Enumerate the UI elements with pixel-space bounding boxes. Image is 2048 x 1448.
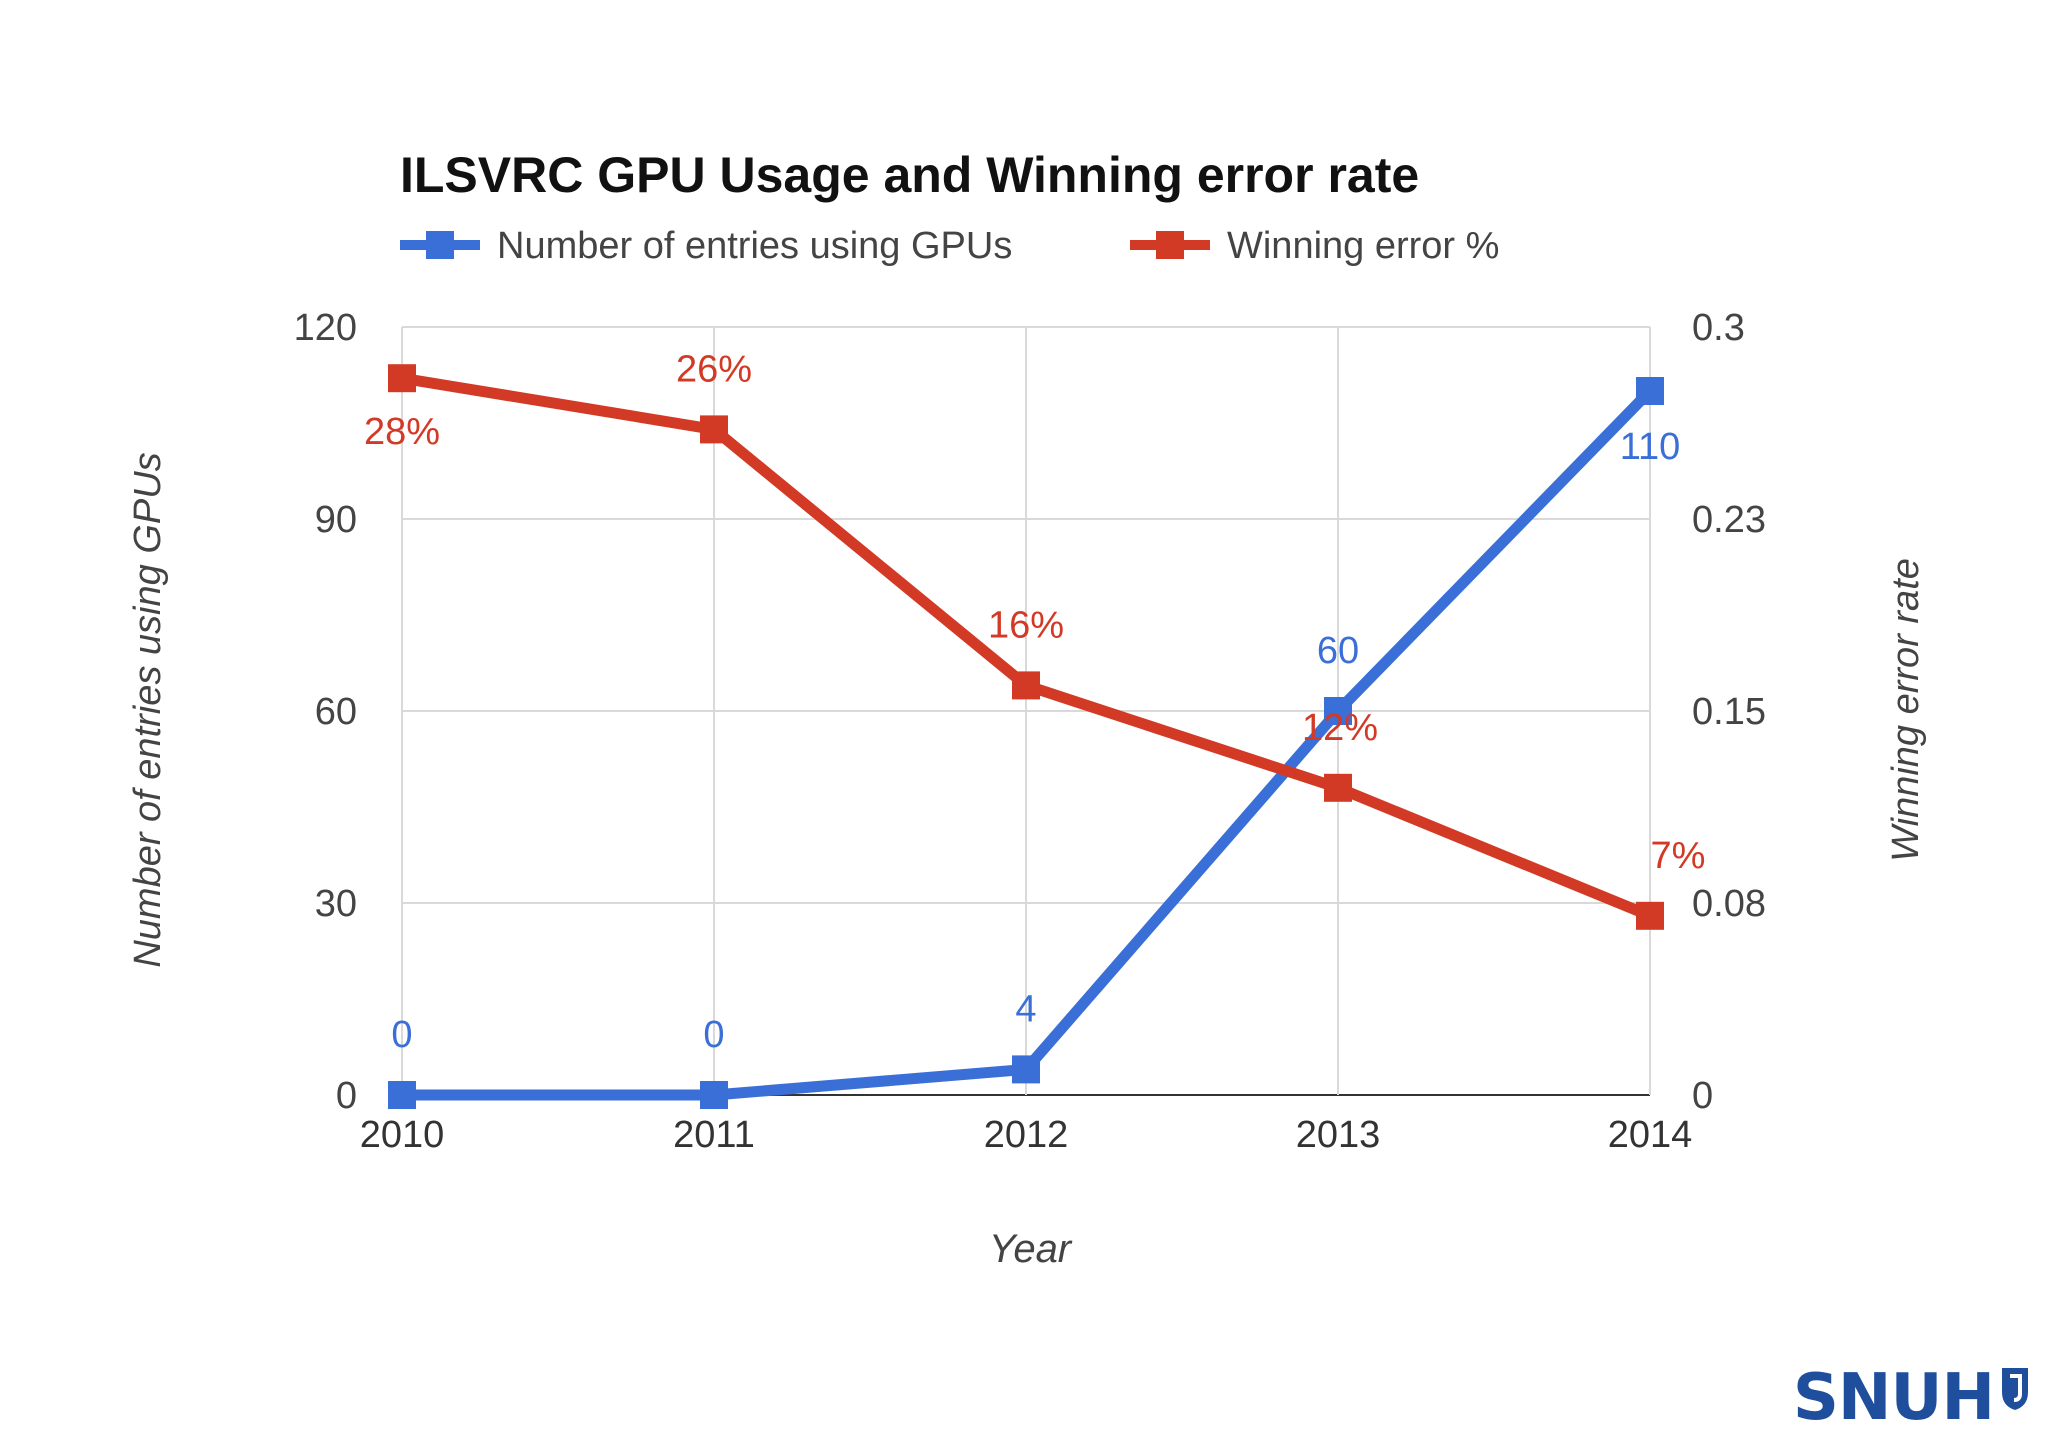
left-axis-tick-label: 90 [315, 499, 357, 541]
data-point-gpu [1636, 377, 1664, 405]
gridlines [401, 326, 1651, 1096]
x-axis-tick-label: 2013 [1296, 1114, 1381, 1156]
logo-text: SNUH [1792, 1361, 1995, 1435]
logo-shield-icon [2002, 1368, 2028, 1410]
right-axis-tick-label: 0.08 [1692, 883, 1766, 925]
left-axis-tick-label: 30 [315, 883, 357, 925]
data-point-error [1012, 671, 1040, 700]
legend: Number of entries using GPUs Winning err… [400, 225, 1499, 267]
left-axis-tick-label: 0 [336, 1075, 357, 1117]
data-label-error: 28% [364, 411, 440, 453]
data-label-gpu: 0 [703, 1014, 724, 1056]
data-point-gpu [700, 1081, 728, 1109]
data-point-gpu [388, 1081, 416, 1109]
left-axis-tick-label: 60 [315, 691, 357, 733]
snuh-logo: SNUH [1793, 1366, 2030, 1430]
data-label-gpu: 0 [391, 1014, 412, 1056]
right-axis-ticks: 0 0.08 0.15 0.23 0.3 [1692, 307, 1766, 1117]
x-axis-tick-label: 2012 [984, 1114, 1069, 1156]
data-point-error [388, 364, 416, 393]
right-axis-tick-label: 0.3 [1692, 307, 1745, 349]
data-label-gpu: 4 [1015, 988, 1036, 1030]
y-axis-title-left: Number of entries using GPUs [127, 452, 169, 967]
data-label-error: 7% [1651, 835, 1706, 877]
data-point-error [1324, 773, 1352, 802]
y-axis-title-right: Winning error rate [1885, 558, 1927, 862]
x-axis-title: Year [989, 1227, 1073, 1271]
x-axis-tick-label: 2010 [360, 1114, 445, 1156]
left-axis-tick-label: 120 [294, 307, 357, 349]
x-axis-tick-label: 2011 [673, 1114, 755, 1156]
data-point-error [1636, 901, 1664, 930]
data-point-error [700, 415, 728, 444]
right-axis-tick-label: 0.15 [1692, 691, 1766, 733]
legend-marker-error [1156, 231, 1184, 259]
data-label-error: 16% [988, 604, 1064, 646]
left-axis-ticks: 0 30 60 90 120 [294, 307, 357, 1117]
right-axis-tick-label: 0.23 [1692, 499, 1766, 541]
series-layer [388, 364, 1664, 1109]
data-label-gpu: 110 [1620, 426, 1681, 468]
data-labels: 0 0 4 60 110 28% 26% 16% 12% 7% [364, 348, 1705, 1056]
data-label-gpu: 60 [1317, 630, 1359, 672]
legend-item-error: Winning error % [1130, 225, 1499, 267]
chart-title: ILSVRC GPU Usage and Winning error rate [400, 147, 1419, 203]
data-label-error: 26% [676, 348, 752, 390]
data-point-gpu [1012, 1055, 1040, 1084]
x-axis-tick-label: 2014 [1608, 1114, 1693, 1156]
legend-item-gpu: Number of entries using GPUs [400, 225, 1012, 267]
x-axis-ticks: 2010 2011 2012 2013 2014 [360, 1114, 1693, 1156]
legend-label-gpu: Number of entries using GPUs [497, 225, 1012, 267]
data-point-gpu [1324, 697, 1352, 725]
legend-marker-gpu [426, 231, 454, 259]
legend-label-error: Winning error % [1227, 225, 1499, 267]
data-label-error: 12% [1302, 707, 1378, 749]
right-axis-tick-label: 0 [1692, 1075, 1713, 1117]
